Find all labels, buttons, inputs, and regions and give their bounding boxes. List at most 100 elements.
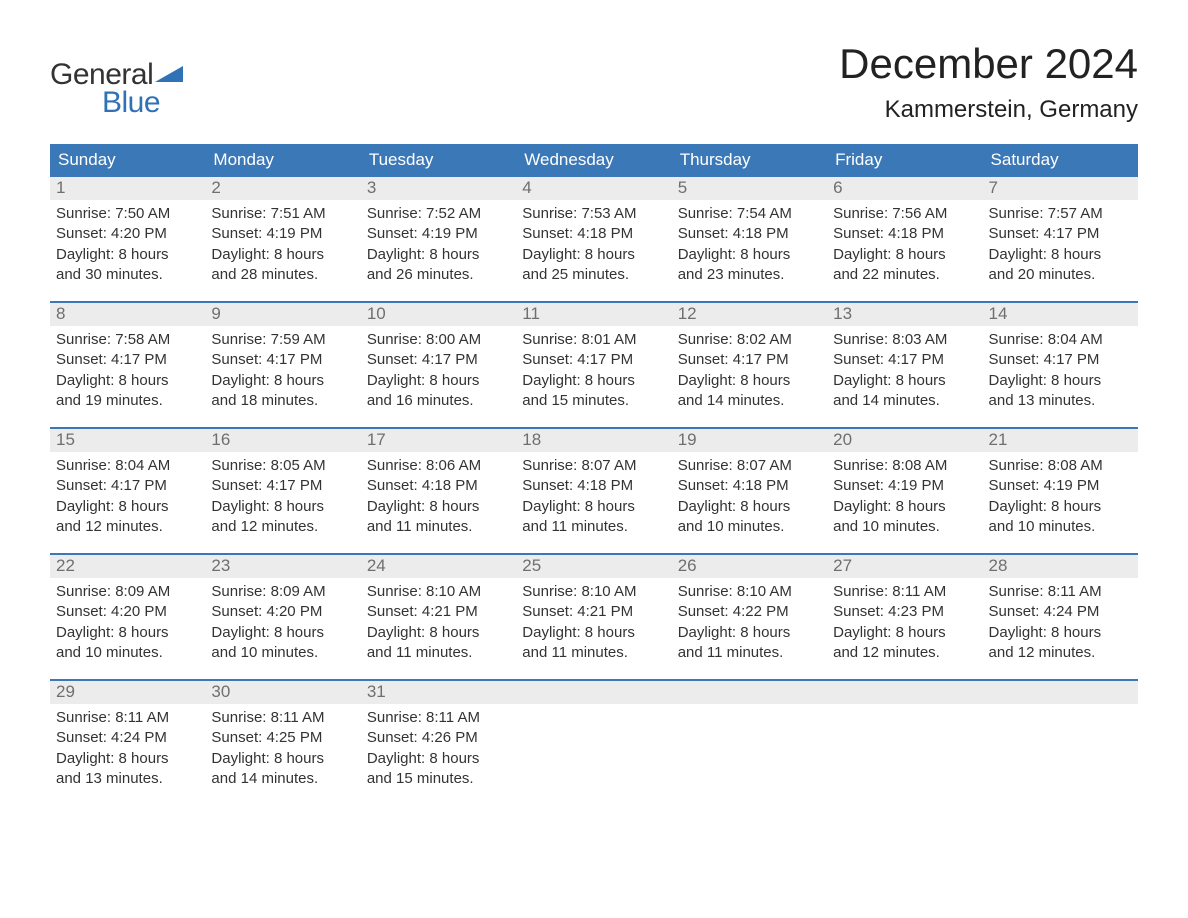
weeks-container: 1234567Sunrise: 7:50 AMSunset: 4:20 PMDa…: [50, 177, 1138, 789]
day-info-row: Sunrise: 8:04 AMSunset: 4:17 PMDaylight:…: [50, 452, 1138, 537]
sunrise-line: Sunrise: 8:08 AM: [989, 456, 1132, 476]
daylight-line-2: and 14 minutes.: [211, 769, 354, 789]
day-cell: Sunrise: 8:02 AMSunset: 4:17 PMDaylight:…: [672, 326, 827, 411]
sunset-line: Sunset: 4:18 PM: [367, 476, 510, 496]
sunset-line: Sunset: 4:18 PM: [678, 224, 821, 244]
day-number-row: 1234567: [50, 177, 1138, 200]
daylight-line-2: and 10 minutes.: [678, 517, 821, 537]
week-block: 22232425262728Sunrise: 8:09 AMSunset: 4:…: [50, 553, 1138, 663]
day-number: 10: [361, 303, 516, 326]
daylight-line-1: Daylight: 8 hours: [833, 245, 976, 265]
day-number: [672, 681, 827, 704]
day-number: 5: [672, 177, 827, 200]
sunset-line: Sunset: 4:19 PM: [989, 476, 1132, 496]
sunrise-line: Sunrise: 7:59 AM: [211, 330, 354, 350]
day-cell: [827, 704, 982, 789]
sunset-line: Sunset: 4:17 PM: [56, 350, 199, 370]
day-number-row: 15161718192021: [50, 429, 1138, 452]
day-cell: Sunrise: 8:11 AMSunset: 4:26 PMDaylight:…: [361, 704, 516, 789]
day-number: 18: [516, 429, 671, 452]
day-number-row: 22232425262728: [50, 555, 1138, 578]
day-number: 15: [50, 429, 205, 452]
daylight-line-1: Daylight: 8 hours: [211, 497, 354, 517]
sunrise-line: Sunrise: 8:02 AM: [678, 330, 821, 350]
day-number: 23: [205, 555, 360, 578]
daylight-line-2: and 11 minutes.: [367, 517, 510, 537]
day-cell: Sunrise: 8:06 AMSunset: 4:18 PMDaylight:…: [361, 452, 516, 537]
sunset-line: Sunset: 4:17 PM: [56, 476, 199, 496]
daylight-line-1: Daylight: 8 hours: [522, 623, 665, 643]
day-number: 31: [361, 681, 516, 704]
day-number: [516, 681, 671, 704]
day-number: 3: [361, 177, 516, 200]
title-block: December 2024 Kammerstein, Germany: [839, 40, 1138, 124]
day-cell: Sunrise: 7:54 AMSunset: 4:18 PMDaylight:…: [672, 200, 827, 285]
day-number: 8: [50, 303, 205, 326]
sunrise-line: Sunrise: 8:11 AM: [367, 708, 510, 728]
daylight-line-2: and 19 minutes.: [56, 391, 199, 411]
daylight-line-1: Daylight: 8 hours: [522, 497, 665, 517]
day-number-row: 891011121314: [50, 303, 1138, 326]
daylight-line-2: and 26 minutes.: [367, 265, 510, 285]
day-number: 6: [827, 177, 982, 200]
day-cell: Sunrise: 8:11 AMSunset: 4:23 PMDaylight:…: [827, 578, 982, 663]
sunrise-line: Sunrise: 8:07 AM: [678, 456, 821, 476]
day-number: [983, 681, 1138, 704]
sunset-line: Sunset: 4:20 PM: [211, 602, 354, 622]
day-cell: Sunrise: 8:11 AMSunset: 4:24 PMDaylight:…: [50, 704, 205, 789]
daylight-line-1: Daylight: 8 hours: [678, 245, 821, 265]
daylight-line-2: and 18 minutes.: [211, 391, 354, 411]
sunset-line: Sunset: 4:18 PM: [522, 224, 665, 244]
sunset-line: Sunset: 4:17 PM: [522, 350, 665, 370]
sunset-line: Sunset: 4:17 PM: [989, 224, 1132, 244]
sunset-line: Sunset: 4:19 PM: [367, 224, 510, 244]
day-cell: Sunrise: 7:53 AMSunset: 4:18 PMDaylight:…: [516, 200, 671, 285]
day-info-row: Sunrise: 8:11 AMSunset: 4:24 PMDaylight:…: [50, 704, 1138, 789]
daylight-line-2: and 22 minutes.: [833, 265, 976, 285]
day-cell: Sunrise: 7:51 AMSunset: 4:19 PMDaylight:…: [205, 200, 360, 285]
day-number: 9: [205, 303, 360, 326]
week-block: 891011121314Sunrise: 7:58 AMSunset: 4:17…: [50, 301, 1138, 411]
sunrise-line: Sunrise: 8:10 AM: [367, 582, 510, 602]
dow-sunday: Sunday: [50, 144, 205, 177]
daylight-line-2: and 14 minutes.: [833, 391, 976, 411]
day-number: 27: [827, 555, 982, 578]
daylight-line-1: Daylight: 8 hours: [678, 497, 821, 517]
day-number: 19: [672, 429, 827, 452]
sunrise-line: Sunrise: 8:10 AM: [522, 582, 665, 602]
sunset-line: Sunset: 4:18 PM: [833, 224, 976, 244]
daylight-line-1: Daylight: 8 hours: [367, 371, 510, 391]
daylight-line-2: and 13 minutes.: [989, 391, 1132, 411]
sunset-line: Sunset: 4:17 PM: [211, 350, 354, 370]
daylight-line-2: and 12 minutes.: [989, 643, 1132, 663]
sunset-line: Sunset: 4:19 PM: [211, 224, 354, 244]
sunset-line: Sunset: 4:17 PM: [211, 476, 354, 496]
week-block: 293031Sunrise: 8:11 AMSunset: 4:24 PMDay…: [50, 679, 1138, 789]
daylight-line-2: and 16 minutes.: [367, 391, 510, 411]
day-cell: Sunrise: 8:10 AMSunset: 4:21 PMDaylight:…: [361, 578, 516, 663]
day-number: [827, 681, 982, 704]
daylight-line-1: Daylight: 8 hours: [833, 371, 976, 391]
sunset-line: Sunset: 4:18 PM: [678, 476, 821, 496]
day-cell: Sunrise: 8:03 AMSunset: 4:17 PMDaylight:…: [827, 326, 982, 411]
daylight-line-2: and 12 minutes.: [211, 517, 354, 537]
sunrise-line: Sunrise: 8:10 AM: [678, 582, 821, 602]
sunset-line: Sunset: 4:17 PM: [367, 350, 510, 370]
daylight-line-2: and 11 minutes.: [678, 643, 821, 663]
daylight-line-2: and 10 minutes.: [833, 517, 976, 537]
daylight-line-2: and 10 minutes.: [56, 643, 199, 663]
sunset-line: Sunset: 4:23 PM: [833, 602, 976, 622]
day-cell: Sunrise: 8:11 AMSunset: 4:24 PMDaylight:…: [983, 578, 1138, 663]
sunrise-line: Sunrise: 7:50 AM: [56, 204, 199, 224]
sunrise-line: Sunrise: 8:11 AM: [833, 582, 976, 602]
day-number: 4: [516, 177, 671, 200]
daylight-line-2: and 14 minutes.: [678, 391, 821, 411]
day-cell: Sunrise: 8:09 AMSunset: 4:20 PMDaylight:…: [205, 578, 360, 663]
sunset-line: Sunset: 4:17 PM: [833, 350, 976, 370]
dow-saturday: Saturday: [983, 144, 1138, 177]
day-cell: Sunrise: 7:50 AMSunset: 4:20 PMDaylight:…: [50, 200, 205, 285]
day-number: 12: [672, 303, 827, 326]
sunrise-line: Sunrise: 8:04 AM: [56, 456, 199, 476]
daylight-line-2: and 28 minutes.: [211, 265, 354, 285]
daylight-line-1: Daylight: 8 hours: [989, 371, 1132, 391]
